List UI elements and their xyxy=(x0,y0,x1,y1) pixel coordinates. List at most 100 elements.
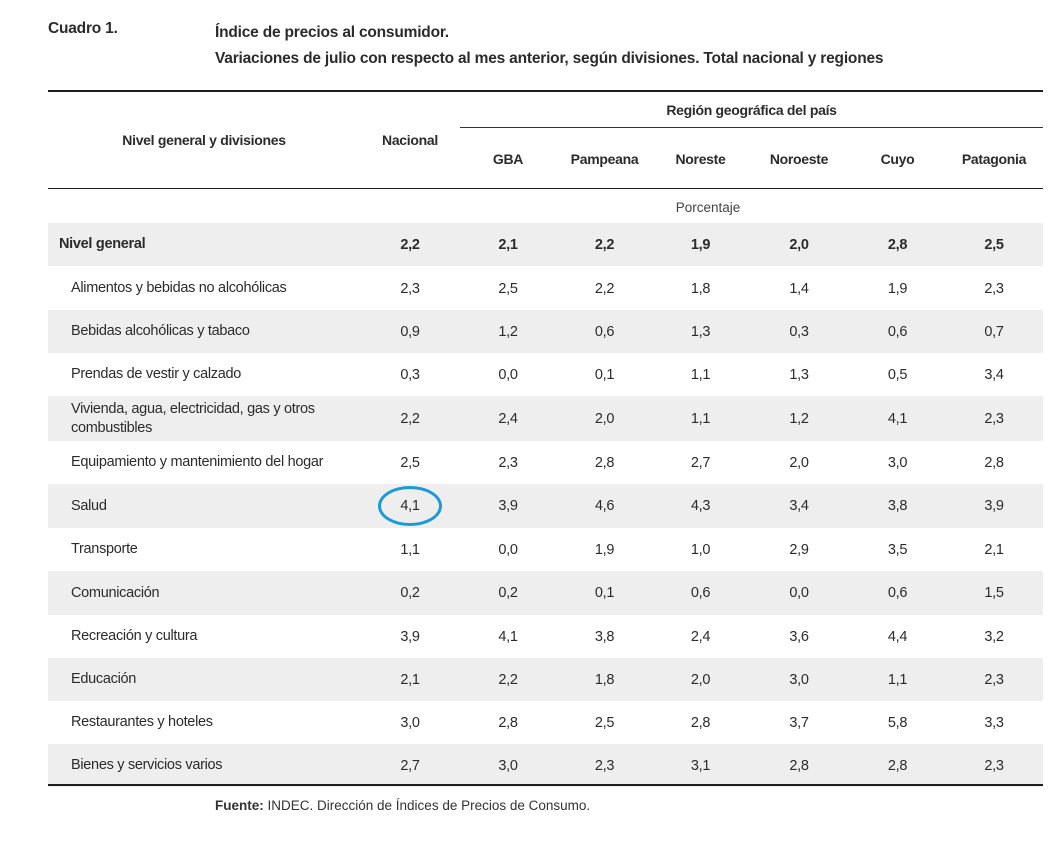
cell-value: 2,4 xyxy=(690,628,711,645)
cell-patagonia: 2,5 xyxy=(945,237,1043,253)
cell-pampeana: 2,2 xyxy=(556,237,653,253)
cell-value: 1,1 xyxy=(400,541,420,558)
cell-cuyo: 2,8 xyxy=(850,758,945,774)
cell-cuyo: 3,5 xyxy=(850,542,945,558)
cell-pampeana: 2,8 xyxy=(556,455,653,471)
cell-value: 1,2 xyxy=(789,410,809,427)
cell-noreste: 4,3 xyxy=(653,498,748,514)
cell-value: 3,1 xyxy=(690,757,711,774)
cell-value: 2,8 xyxy=(690,714,711,731)
cell-value: 2,5 xyxy=(594,714,615,731)
cell-noreste: 2,0 xyxy=(653,672,748,688)
cell-value: 0,0 xyxy=(789,585,809,601)
cell-value: 2,2 xyxy=(594,236,615,253)
cell-gba: 2,1 xyxy=(460,237,556,253)
cell-patagonia: 3,2 xyxy=(945,629,1043,645)
cell-national: 3,9 xyxy=(360,629,460,645)
cell-value: 0,6 xyxy=(887,323,908,340)
cell-patagonia: 2,3 xyxy=(945,758,1043,774)
cell-gba: 0,0 xyxy=(460,542,556,558)
table-caption-title: Índice de precios al consumidor. Variaci… xyxy=(215,20,884,72)
row-label: Vivienda, agua, electricidad, gas y otro… xyxy=(71,400,315,436)
cell-value: 5,8 xyxy=(887,714,908,731)
cell-cuyo: 2,8 xyxy=(850,237,945,253)
cell-gba: 0,0 xyxy=(460,367,556,383)
cell-value: 1,8 xyxy=(690,280,711,297)
cell-value: 1,1 xyxy=(690,366,711,383)
cell-value: 2,3 xyxy=(984,410,1004,427)
cell-gba: 2,5 xyxy=(460,281,556,297)
cell-value: 2,0 xyxy=(594,410,615,427)
table-source: Fuente: INDEC. Dirección de Índices de P… xyxy=(215,798,590,813)
cell-pampeana: 1,8 xyxy=(556,672,653,688)
cell-national: 1,1 xyxy=(360,542,460,558)
cell-value: 1,1 xyxy=(887,671,908,688)
table-bottom-rule xyxy=(48,784,1043,786)
header-region-patagonia: Patagonia xyxy=(961,151,1027,167)
row-label: Bienes y servicios varios xyxy=(71,757,223,773)
cell-value: 0,2 xyxy=(498,585,518,601)
cell-value: 2,3 xyxy=(400,280,420,297)
cell-noreste: 1,1 xyxy=(653,367,748,383)
cell-noreste: 2,4 xyxy=(653,629,748,645)
header-region-noroeste: Noroeste xyxy=(769,151,829,167)
cell-value: 0,2 xyxy=(400,585,420,601)
cell-value: 2,4 xyxy=(498,410,518,427)
cell-noreste: 1,9 xyxy=(653,237,748,253)
table-row: Bienes y servicios varios 2,7 3,0 2,3 3,1 2,8… xyxy=(48,744,1043,787)
cell-gba: 3,0 xyxy=(460,758,556,774)
cell-patagonia: 3,3 xyxy=(945,715,1043,731)
cell-national: 2,3 xyxy=(360,281,460,297)
cell-value: 2,1 xyxy=(498,236,518,253)
cell-value: 1,0 xyxy=(690,541,711,558)
table-row: Salud 4,1 3,9 4,6 4,3 3,4 3,8 3,9 xyxy=(48,484,1043,528)
cell-value: 3,0 xyxy=(400,714,420,731)
cell-noroeste: 1,4 xyxy=(748,281,850,297)
cell-value: 3,4 xyxy=(789,498,809,514)
cell-noreste: 3,1 xyxy=(653,758,748,774)
cell-noroeste: 1,3 xyxy=(748,367,850,383)
cell-value: 2,7 xyxy=(400,757,420,774)
cell-patagonia: 0,7 xyxy=(945,324,1043,340)
cell-value: 4,6 xyxy=(594,498,615,514)
cell-cuyo: 5,8 xyxy=(850,715,945,731)
cell-value: 2,9 xyxy=(789,541,809,558)
table-row: Bebidas alcohólicas y tabaco 0,9 1,2 0,6 1,3… xyxy=(48,310,1043,353)
highlight-circle xyxy=(378,486,442,526)
header-national: Nacional xyxy=(382,132,438,148)
cell-cuyo: 1,1 xyxy=(850,672,945,688)
cell-noroeste: 3,0 xyxy=(748,672,850,688)
cell-value: 2,3 xyxy=(984,757,1004,774)
header-divisions: Nivel general y divisiones xyxy=(122,132,286,148)
cell-value: 3,6 xyxy=(789,628,809,645)
row-label: Restaurantes y hoteles xyxy=(71,714,213,730)
cell-noroeste: 2,0 xyxy=(748,455,850,471)
cell-pampeana: 2,0 xyxy=(556,411,653,427)
cell-value: 4,1 xyxy=(498,628,518,645)
cell-value: 0,1 xyxy=(594,366,615,383)
cell-value: 1,2 xyxy=(498,323,518,340)
row-label: Nivel general xyxy=(59,236,146,252)
cell-pampeana: 0,1 xyxy=(556,585,653,601)
cell-value: 3,9 xyxy=(400,628,420,645)
header-bottom-rule xyxy=(48,188,1043,189)
cell-value: 1,3 xyxy=(690,323,711,340)
cell-value: 3,9 xyxy=(984,498,1004,514)
header-region-noreste: Noreste xyxy=(675,151,726,167)
cell-value: 2,2 xyxy=(498,671,518,688)
cell-value: 3,3 xyxy=(984,714,1004,731)
source-label: Fuente: xyxy=(215,798,264,813)
table-top-rule xyxy=(48,90,1043,92)
cell-patagonia: 2,3 xyxy=(945,281,1043,297)
cell-value: 2,2 xyxy=(400,236,420,253)
cell-national: 2,1 xyxy=(360,672,460,688)
table-row: Equipamiento y mantenimiento del hogar 2,… xyxy=(48,441,1043,484)
cell-value: 0,3 xyxy=(789,323,809,340)
cell-gba: 3,9 xyxy=(460,498,556,514)
cell-noreste: 2,7 xyxy=(653,455,748,471)
cell-value: 1,8 xyxy=(594,671,615,688)
cell-value: 2,8 xyxy=(984,454,1004,471)
header-region-group: Región geográfica del país xyxy=(666,102,837,118)
cell-value: 1,9 xyxy=(690,236,711,253)
cell-value: 2,3 xyxy=(594,757,615,774)
